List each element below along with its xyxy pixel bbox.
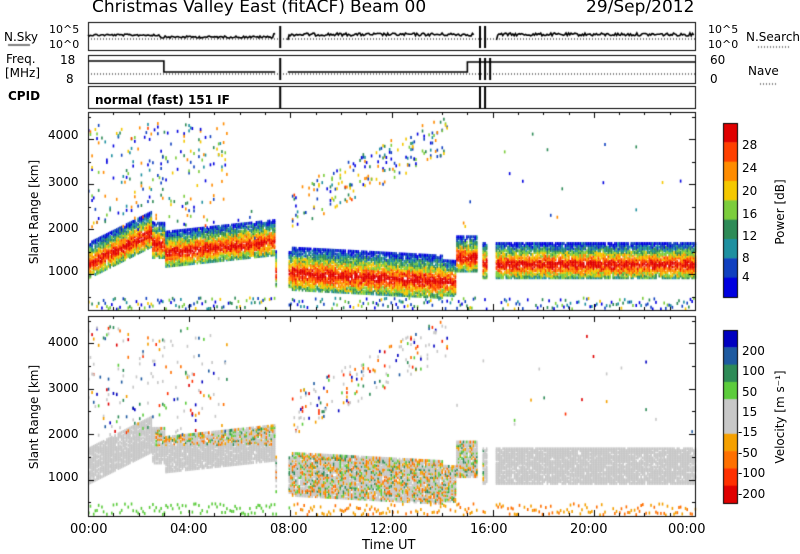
xtick-1600: 16:00 — [470, 522, 508, 537]
velocity-cbar-tick-m200: -200 — [738, 487, 766, 501]
nsky-tick-bottom: 10^0 — [49, 38, 80, 51]
plot-title: Christmas Valley East (fitACF) — [92, 0, 345, 17]
power-cbar-tick-8: 8 — [742, 251, 750, 265]
beam-label: Beam 00 — [350, 0, 427, 17]
power-ylabel: Slant Range [km] — [27, 159, 41, 265]
velocity-cbar-tick-100: 100 — [742, 364, 765, 378]
date-label: 29/Sep/2012 — [586, 0, 695, 17]
nsearch-tick-bottom: 10^0 — [708, 38, 739, 51]
power-ytick-4000: 4000 — [48, 128, 79, 142]
xaxis-label: Time UT — [362, 538, 416, 553]
velocity-ytick-2000: 2000 — [48, 427, 79, 441]
velocity-cbar-tick-m15: -15 — [738, 425, 758, 439]
velocity-ytick-1000: 1000 — [48, 470, 79, 484]
nave-tick-bottom: 0 — [710, 72, 718, 86]
nave-label: Nave — [748, 64, 779, 78]
power-cbar-tick-28: 28 — [742, 138, 758, 152]
cpid-text: normal (fast) 151 IF — [95, 93, 230, 107]
power-ytick-3000: 3000 — [48, 175, 79, 189]
velocity-ytick-3000: 3000 — [48, 381, 79, 395]
nsky-tick-top: 10^5 — [49, 23, 80, 36]
power-cbar-tick-16: 16 — [742, 207, 758, 221]
power-cbar-tick-12: 12 — [742, 229, 758, 243]
velocity-cbar-tick-m50: -50 — [738, 446, 758, 460]
power-cbar-tick-24: 24 — [742, 161, 758, 175]
velocity-cbar-tick-200: 200 — [742, 344, 765, 358]
cpid-label: CPID — [8, 89, 41, 103]
power-ytick-1000: 1000 — [48, 264, 79, 278]
xtick-1200: 12:00 — [370, 522, 408, 537]
freq-tick-bottom: 8 — [66, 72, 74, 86]
nsearch-tick-top: 10^5 — [708, 23, 739, 36]
xtick-0000: 00:00 — [70, 522, 108, 537]
freq-label: Freq. — [6, 52, 36, 66]
velocity-cbar-tick-50: 50 — [742, 385, 758, 399]
nave-tick-top: 60 — [710, 53, 726, 67]
velocity-cbar-label: Velocity [m s⁻¹] — [773, 370, 787, 464]
velocity-cbar-tick-m100: -100 — [738, 466, 766, 480]
nsearch-label: N.Search — [746, 30, 800, 44]
velocity-ytick-4000: 4000 — [48, 335, 79, 349]
xtick-0800: 08:00 — [270, 522, 308, 537]
freq-unit: [MHz] — [5, 66, 41, 80]
xtick-2000: 20:00 — [570, 522, 608, 537]
velocity-ylabel: Slant Range [km] — [27, 364, 41, 470]
xtick-0400: 04:00 — [170, 522, 208, 537]
power-cbar-tick-20: 20 — [742, 184, 758, 198]
nsky-label: N.Sky — [4, 30, 39, 44]
power-cbar-label: Power [dB] — [773, 179, 787, 245]
xtick-2400: 00:00 — [668, 522, 706, 537]
freq-tick-top: 18 — [60, 53, 76, 67]
velocity-cbar-tick-15: 15 — [742, 405, 758, 419]
power-ytick-2000: 2000 — [48, 221, 79, 235]
power-cbar-tick-4: 4 — [742, 270, 750, 284]
